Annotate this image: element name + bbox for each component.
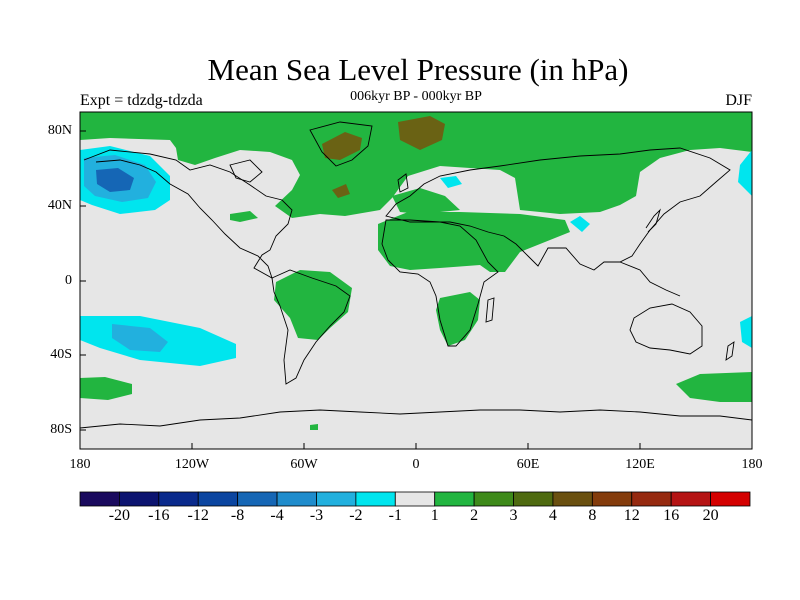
colorbar-label: 12: [623, 507, 640, 524]
axis-ticks: [79, 130, 753, 449]
colorbar-swatch: [355, 491, 396, 507]
china-cyan-spot: [570, 216, 590, 232]
x-label-60e: 60E: [516, 457, 540, 472]
colorbar-swatch: [79, 491, 120, 507]
x-label-120w: 120W: [174, 457, 210, 472]
hudson-bay-coastline: [229, 159, 263, 183]
anomaly-olive-regions: [322, 116, 445, 198]
antarctica-coastline: [80, 409, 752, 429]
japan-coastline: [645, 208, 661, 233]
colorbar-swatch: [552, 491, 593, 507]
europe-green-region: [392, 188, 460, 214]
colorbar-label: -8: [230, 507, 245, 524]
colorbar-swatch: [710, 491, 751, 507]
colorbar-swatch: [276, 491, 317, 507]
colorbar-label: -12: [187, 507, 209, 524]
colorbar-label: -3: [309, 507, 324, 524]
y-label-40s: 40S: [50, 347, 72, 362]
y-label-80s: 80S: [50, 422, 72, 437]
southeast-asia-coastline: [619, 261, 681, 297]
colorbar-swatch: [394, 491, 436, 507]
uk-coastline: [397, 173, 409, 193]
colorbar-swatch: [158, 491, 199, 507]
coastlines: [80, 121, 752, 429]
new-zealand-coastline: [725, 341, 735, 361]
y-label-0: 0: [65, 273, 72, 288]
barents-olive-region: [398, 116, 445, 150]
south-pacific-midblue-region: [112, 324, 168, 352]
colorbar-label: 20: [702, 507, 719, 524]
atlantic-olive-spot: [332, 184, 350, 198]
colorbar-swatch: [631, 491, 672, 507]
southern-ocean-green-region-west: [80, 377, 132, 400]
south-america-coastline: [271, 269, 351, 385]
colorbar-swatch: [513, 491, 554, 507]
east-edge-south-cyan-region: [740, 316, 752, 348]
colorbar-label: -16: [148, 507, 170, 524]
colorbar-label: 1: [430, 507, 439, 524]
africa-arabia-green-region: [378, 212, 570, 272]
colorbar-label: 8: [588, 507, 597, 524]
x-label-180e: 180: [741, 457, 763, 472]
colorbar-swatch: [197, 491, 239, 507]
colorbar-swatch: [434, 491, 475, 507]
south-america-green-region: [274, 270, 352, 340]
arctic-green-region: [80, 112, 752, 218]
x-label-60w: 60W: [290, 457, 318, 472]
colorbar-label: 16: [663, 507, 680, 524]
africa-coastline: [381, 219, 499, 347]
colorbar-swatch: [670, 491, 711, 507]
greenland-coastline: [309, 121, 373, 167]
x-label-180w: 180: [69, 457, 91, 472]
y-label-40n: 40N: [47, 198, 72, 213]
anomaly-green-regions: [80, 112, 752, 430]
colorbar-label: -20: [108, 507, 131, 524]
colorbar-swatch: [119, 491, 160, 507]
map-panel: [80, 112, 752, 449]
colorbar-label: -2: [349, 507, 363, 524]
colorbar-label: -4: [270, 507, 284, 524]
colorbar: [79, 491, 751, 507]
south-africa-green-region: [436, 292, 480, 346]
southern-ocean-green-region-east: [676, 372, 752, 402]
y-label-80n: 80N: [47, 123, 72, 138]
colorbar-label: -1: [388, 507, 402, 524]
australia-coastline: [629, 303, 703, 355]
antarctic-green-spot: [310, 424, 318, 430]
map-title: Mean Sea Level Pressure (in hPa): [207, 52, 629, 87]
colorbar-label: 4: [548, 507, 557, 524]
north-pacific-darkblue-region: [96, 168, 134, 192]
colorbar-swatch: [316, 491, 357, 507]
madagascar-coastline: [485, 297, 495, 323]
greenland-olive-region: [322, 132, 362, 160]
colorbar-label: 3: [509, 507, 518, 524]
north-america-coastline: [83, 149, 293, 279]
map-subtitle: 006kyr BP - 000kyr BP: [350, 89, 482, 104]
western-us-green-region: [230, 211, 258, 222]
colorbar-swatch: [473, 491, 514, 507]
experiment-label: Expt = tdzdg-tdzda: [80, 92, 203, 109]
colorbar-swatch: [591, 491, 633, 507]
east-edge-north-cyan-region: [738, 150, 752, 196]
north-atlantic-cyan-spot: [440, 176, 462, 188]
colorbar-swatch: [237, 491, 278, 507]
anomaly-negative-regions: [80, 146, 752, 366]
colorbar-label: 2: [470, 507, 479, 524]
x-label-120e: 120E: [625, 457, 655, 472]
x-label-0: 0: [412, 457, 420, 472]
season-label: DJF: [725, 92, 752, 109]
